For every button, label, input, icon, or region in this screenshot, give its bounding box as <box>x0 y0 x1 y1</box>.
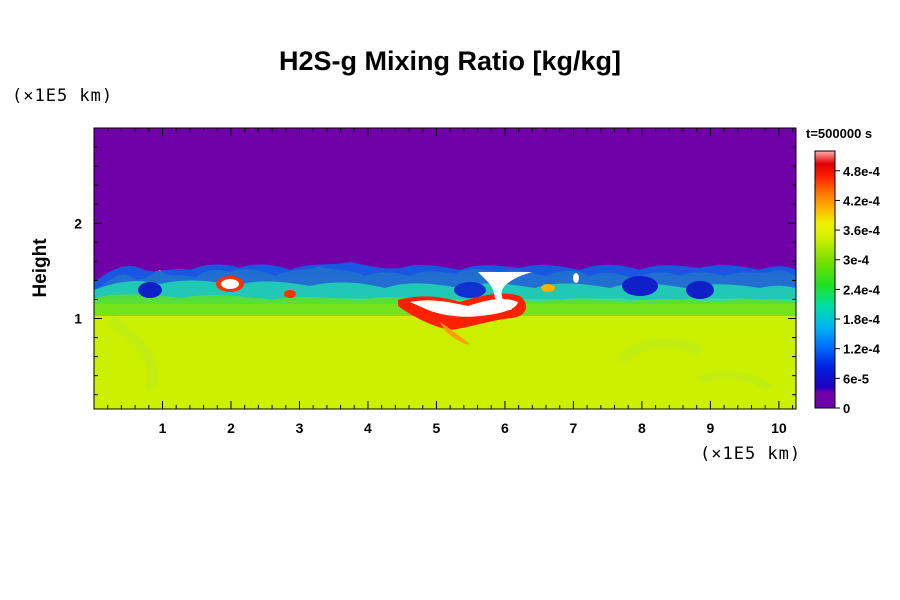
x-axis-unit: (×1E5 km) <box>700 444 802 464</box>
x-axis-ticks: 1 2 3 4 5 6 7 8 9 10 <box>107 128 794 436</box>
blue-pocket <box>686 281 714 299</box>
blue-pocket <box>138 282 162 298</box>
streak <box>616 338 703 364</box>
interface-band-cyan <box>94 280 796 304</box>
streak <box>107 315 158 392</box>
colorbar-tick-label: 2.4e-4 <box>843 282 881 297</box>
colorbar-tick-label: 3e-4 <box>843 253 870 268</box>
colorbar-tick-label: 1.2e-4 <box>843 342 881 357</box>
y-axis-unit: (×1E5 km) <box>12 86 114 106</box>
streak <box>698 371 773 392</box>
plume-white-funnel <box>478 272 532 310</box>
plume-small-core <box>221 279 239 289</box>
colorbar-ticks: 0 6e-5 1.2e-4 1.8e-4 2.4e-4 3e-4 3.6e-4 4.2e-4 4… <box>835 164 881 416</box>
x-tick-label: 2 <box>227 420 235 436</box>
blue-pocket <box>622 276 658 296</box>
blue-pocket <box>454 282 486 298</box>
x-tick-label: 6 <box>501 420 509 436</box>
colorbar-tick-label: 0 <box>843 401 850 416</box>
plume-orange-tail <box>440 322 470 345</box>
x-tick-label: 1 <box>159 420 167 436</box>
x-tick-label: 4 <box>364 420 372 436</box>
colorbar <box>814 150 836 409</box>
colorbar-tick-label: 6e-5 <box>843 371 869 386</box>
plume-white-main <box>410 299 518 317</box>
colorbar-tick-label: 3.6e-4 <box>843 223 881 238</box>
chart-title: H2S-g Mixing Ratio [kg/kg] <box>278 46 621 76</box>
colorbar-tick-label: 1.8e-4 <box>843 312 881 327</box>
colorbar-tick-label: 4.2e-4 <box>843 193 881 208</box>
x-tick-label: 9 <box>706 420 714 436</box>
plume-small <box>541 284 555 292</box>
colorbar-tick-label: 4.8e-4 <box>843 164 881 179</box>
plume-small <box>573 273 579 283</box>
y-axis-ticks: 12 <box>74 146 796 396</box>
x-tick-label: 8 <box>638 420 646 436</box>
y-tick-label: 1 <box>74 311 82 327</box>
x-tick-label: 10 <box>771 420 787 436</box>
plot-frame <box>93 127 797 410</box>
x-tick-label: 3 <box>296 420 304 436</box>
heatmap-field <box>94 128 796 409</box>
time-label: t=500000 s <box>806 126 873 141</box>
plume-small <box>284 290 296 298</box>
x-tick-label: 7 <box>570 420 578 436</box>
y-tick-label: 2 <box>74 215 82 231</box>
x-tick-label: 5 <box>433 420 441 436</box>
